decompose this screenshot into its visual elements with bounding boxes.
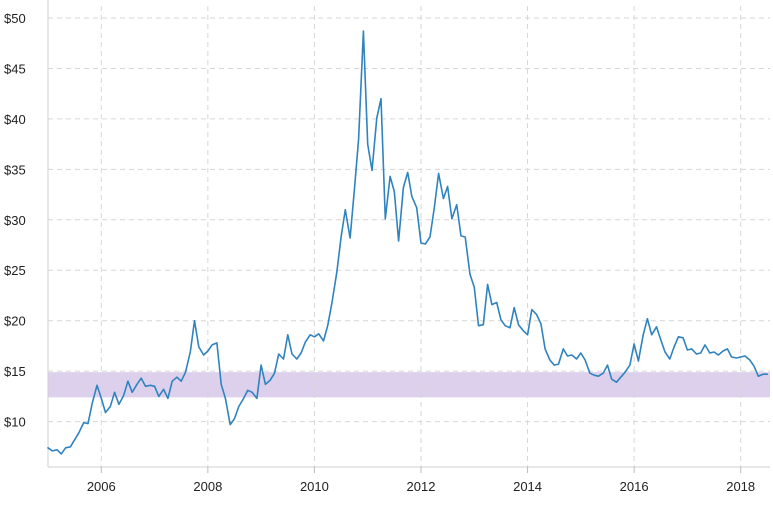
x-tick-label: 2010 bbox=[300, 479, 329, 494]
y-tick-label: $50 bbox=[4, 11, 26, 26]
series-line-0 bbox=[47, 30, 769, 455]
highlight-band bbox=[48, 372, 770, 398]
x-tick-label: 2018 bbox=[726, 479, 755, 494]
y-tick-label: $35 bbox=[4, 162, 26, 177]
x-tick-label: 2012 bbox=[407, 479, 436, 494]
y-tick-label: $20 bbox=[4, 314, 26, 329]
axis-layer bbox=[47, 0, 770, 473]
y-tick-label: $15 bbox=[4, 364, 26, 379]
y-tick-label: $45 bbox=[4, 61, 26, 76]
series-layer bbox=[47, 30, 769, 455]
x-tick-label: 2006 bbox=[87, 479, 116, 494]
y-tick-labels: $10 $15 $20 $25 $30 $35 $40 $45 $50 bbox=[4, 11, 26, 430]
y-tick-label: $30 bbox=[4, 213, 26, 228]
x-tick-label: 2008 bbox=[193, 479, 222, 494]
y-tick-label: $10 bbox=[4, 415, 26, 430]
x-tick-label: 2014 bbox=[513, 479, 542, 494]
grid-layer bbox=[48, 6, 770, 467]
x-tick-label: 2016 bbox=[620, 479, 649, 494]
x-tick-labels: 2006 2008 2010 2012 2014 2016 2018 bbox=[87, 479, 755, 494]
highlight-band-layer bbox=[48, 372, 770, 398]
y-tick-label: $25 bbox=[4, 263, 26, 278]
y-tick-label: $40 bbox=[4, 112, 26, 127]
